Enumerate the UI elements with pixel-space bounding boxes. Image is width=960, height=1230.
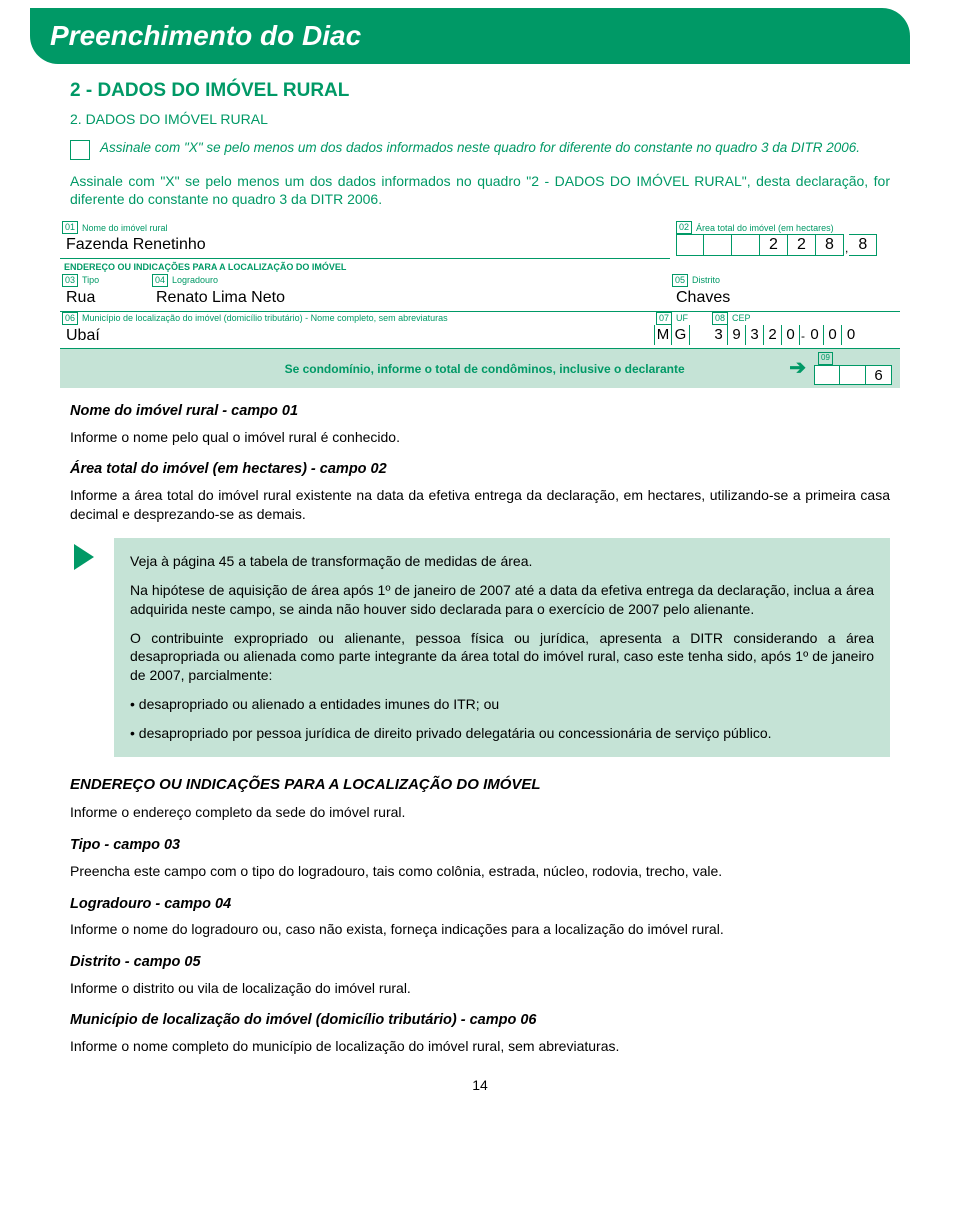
section-subtitle: 2. DADOS DO IMÓVEL RURAL bbox=[70, 110, 890, 129]
tip-arrow-icon bbox=[70, 542, 98, 572]
section-title: 2 - DADOS DO IMÓVEL RURAL bbox=[70, 78, 890, 104]
checkbox-row: Assinale com "X" se pelo menos um dos da… bbox=[70, 139, 890, 160]
heading-endereco: ENDEREÇO OU INDICAÇÕES PARA A LOCALIZAÇÃ… bbox=[70, 775, 890, 795]
para-tipo: Preencha este campo com o tipo do lograd… bbox=[70, 862, 890, 881]
heading-municipio: Município de localização do imóvel (domi… bbox=[70, 1011, 890, 1031]
para-logradouro: Informe o nome do logradouro ou, caso nã… bbox=[70, 920, 890, 939]
heading-distrito: Distrito - campo 05 bbox=[70, 953, 890, 973]
para-endereco: Informe o endereço completo da sede do i… bbox=[70, 803, 890, 822]
field-01-value: Fazenda Renetinho bbox=[60, 234, 670, 258]
field-02-area: 02Área total do imóvel (em hectares) 2 2… bbox=[670, 221, 900, 259]
page-number: 14 bbox=[70, 1076, 890, 1095]
para-area: Informe a área total do imóvel rural exi… bbox=[70, 486, 890, 524]
para-municipio: Informe o nome completo do município de … bbox=[70, 1037, 890, 1056]
field-08-cep: 08CEP 3 9 3 2 0 - 0 0 0 bbox=[710, 312, 900, 350]
page-header: Preenchimento do Diac bbox=[30, 8, 910, 64]
arrow-icon: ➔ bbox=[789, 355, 806, 382]
tip-block: Veja à página 45 a tabela de transformaç… bbox=[70, 538, 890, 757]
field-07-uf: 07UF M G bbox=[654, 312, 710, 350]
heading-tipo: Tipo - campo 03 bbox=[70, 836, 890, 856]
header-title: Preenchimento do Diac bbox=[50, 20, 361, 52]
field-04-logradouro: 04Logradouro Renato Lima Neto bbox=[150, 274, 670, 312]
para-nome: Informe o nome pelo qual o imóvel rural … bbox=[70, 428, 890, 447]
tip-box: Veja à página 45 a tabela de transformaç… bbox=[114, 538, 890, 757]
condominio-row: Se condomínio, informe o total de condôm… bbox=[60, 349, 900, 388]
heading-logradouro: Logradouro - campo 04 bbox=[70, 895, 890, 915]
field-05-distrito: 05Distrito Chaves bbox=[670, 274, 900, 312]
assinale-paragraph: Assinale com "X" se pelo menos um dos da… bbox=[70, 172, 890, 210]
field-06-municipio: 06Município de localização do imóvel (do… bbox=[60, 312, 654, 350]
field-01-nome: 01Nome do imóvel rural Fazenda Renetinho bbox=[60, 221, 670, 259]
para-distrito: Informe o distrito ou vila de localizaçã… bbox=[70, 979, 890, 998]
address-header: ENDEREÇO OU INDICAÇÕES PARA A LOCALIZAÇÃ… bbox=[60, 259, 900, 274]
form-block: 01Nome do imóvel rural Fazenda Renetinho… bbox=[60, 221, 900, 388]
field-03-tipo: 03Tipo Rua bbox=[60, 274, 150, 312]
assinale-checkbox-text: Assinale com "X" se pelo menos um dos da… bbox=[100, 139, 860, 157]
page-content: 2 - DADOS DO IMÓVEL RURAL 2. DADOS DO IM… bbox=[0, 64, 960, 1115]
heading-nome: Nome do imóvel rural - campo 01 bbox=[70, 402, 890, 422]
assinale-checkbox[interactable] bbox=[70, 140, 90, 160]
heading-area: Área total do imóvel (em hectares) - cam… bbox=[70, 460, 890, 480]
